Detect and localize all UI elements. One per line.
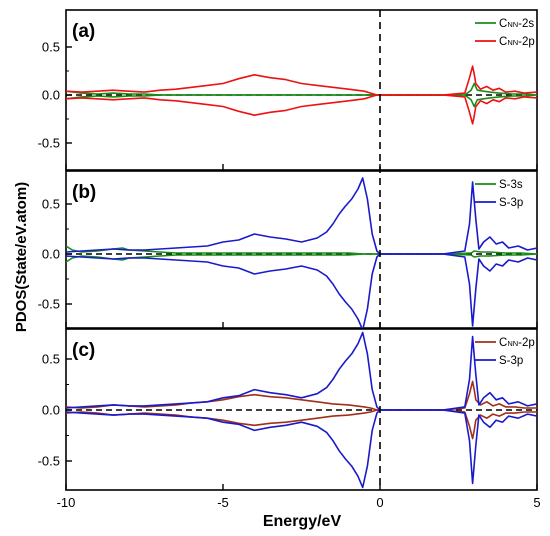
x-axis-label: Energy/eV xyxy=(263,513,342,530)
x-axis: -10 -5 0 5 xyxy=(57,10,541,510)
y-tick-label: 0.5 xyxy=(42,352,60,367)
y-tick-label: 0.5 xyxy=(42,40,60,55)
series-line-up xyxy=(66,65,537,96)
legend-entry: S-3s xyxy=(499,179,523,191)
legend: S-3s S-3p xyxy=(475,179,523,209)
panel-label: (a) xyxy=(72,21,95,42)
y-tick-label: -0.5 xyxy=(38,136,60,151)
panel-frame xyxy=(65,9,538,171)
series-line-down xyxy=(66,253,537,328)
legend-entry: S-3p xyxy=(499,197,523,209)
panel-frame xyxy=(65,170,538,329)
y-tick-label: 0.0 xyxy=(42,247,60,262)
series-group xyxy=(66,177,537,328)
series-line-down xyxy=(66,94,537,108)
legend: CNN-2s CNN-2p xyxy=(475,18,535,48)
legend-entry: CNN-2s xyxy=(499,18,534,30)
y-tick-label: -0.5 xyxy=(38,454,60,469)
panel-label: (b) xyxy=(72,182,96,203)
y-axis-label: PDOS(State/eV.atom) xyxy=(13,182,30,332)
legend-entry: CNN-2p xyxy=(499,36,535,48)
y-tick-label: 0.0 xyxy=(42,403,60,418)
x-tick-label: 5 xyxy=(533,495,540,510)
x-tick-label: 0 xyxy=(376,495,383,510)
panel-2: 0.5 0.0 -0.5 (c) CNN-2p S-3p xyxy=(38,328,538,491)
panel-0: 0.5 0.0 -0.5 (a) CNN-2s CNN-2p xyxy=(38,9,538,171)
series-line-down xyxy=(66,409,537,440)
x-tick-label: -10 xyxy=(57,495,76,510)
y-tick-label: -0.5 xyxy=(38,297,60,312)
y-tick-label: 0.0 xyxy=(42,88,60,103)
series-line-down xyxy=(66,94,537,125)
series-group xyxy=(66,65,537,125)
panel-label: (c) xyxy=(72,340,95,361)
y-tick-label: 0.5 xyxy=(42,197,60,212)
series-line-up xyxy=(66,380,537,411)
x-tick-label: -5 xyxy=(217,495,229,510)
series-line-down xyxy=(66,409,537,489)
series-line-up xyxy=(66,177,537,255)
legend-entry: CNN-2p xyxy=(499,337,535,349)
series-line-up xyxy=(66,331,537,411)
legend: CNN-2p S-3p xyxy=(475,337,535,367)
legend-entry: S-3p xyxy=(499,355,523,367)
series-group xyxy=(66,331,537,489)
panel-1: 0.5 0.0 -0.5 (b) S-3s S-3p xyxy=(38,170,538,329)
panels: 0.5 0.0 -0.5 (a) CNN-2s CNN-2p 0.5 0.0 -0.5 (b) S-… xyxy=(38,9,538,491)
